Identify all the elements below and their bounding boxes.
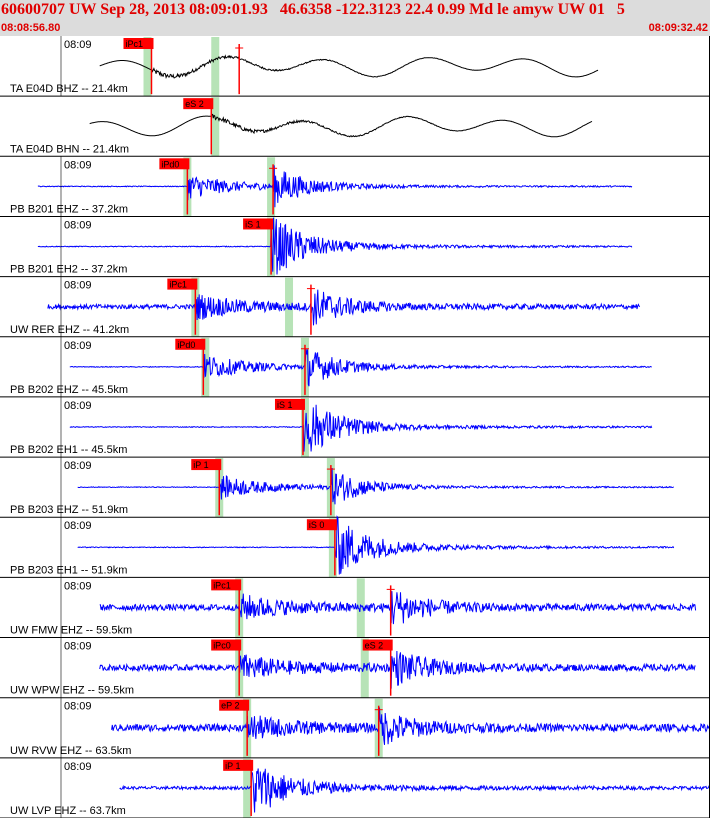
waveform-trace [37,217,633,275]
time-label: 08:09 [64,280,92,292]
channel-label: PB B201 EHZ -- 37.2km [10,203,128,215]
channel-label: UW RER EHZ -- 41.2km [10,324,129,336]
trace-panel: iPc1 08:09 UW RER EHZ -- 41.2km [0,276,710,338]
pick-label-box [183,98,214,110]
pick-label: iS 1 [245,219,261,229]
trace-panel: iPc0 eS 2 08:09 UW WPW EHZ -- 59.5km [0,637,710,699]
time-label: 08:09 [64,159,92,171]
pick-label: eS 2 [185,99,204,109]
channel-label: UW WPW EHZ -- 59.5km [10,685,134,697]
trace-panel: iS 1 08:09 PB B201 EH2 -- 37.2km [0,216,710,278]
pick-label-box [175,338,206,350]
window-end-time: 08:09:32.42 [648,22,708,34]
pick-label-box [159,158,190,170]
header-bar: 60600707 UW Sep 28, 2013 08:09:01.93 46.… [0,0,710,36]
pick-label: iPd0 [161,159,179,169]
time-label: 08:09 [64,761,92,773]
channel-label: PB B201 EH2 -- 37.2km [10,264,127,276]
waveform-trace [119,768,710,813]
channel-label: PB B202 EHZ -- 45.5km [10,384,128,396]
pick-label-box [211,639,242,651]
seismogram-panel[interactable]: iPc1 08:09 TA E04D BHZ -- 21.4km eS 2 TA E04… [0,36,710,818]
pick-window-band [356,578,365,638]
waveform-trace [111,707,710,745]
pick-label: iPc1 [213,580,231,590]
channel-label: PB B203 EHZ -- 51.9km [10,504,128,516]
channel-label: PB B202 EH1 -- 45.5km [10,444,127,456]
trace-panel: iP 1 08:09 UW LVP EHZ -- 63.7km [0,757,710,818]
pick-label: iPc0 [213,641,231,651]
trace-panel: iPc1 08:09 TA E04D BHZ -- 21.4km [0,36,710,97]
pick-label: iPd0 [177,340,195,350]
pick-label-box [123,38,154,49]
waveform-trace [77,515,675,575]
pick-label-box [191,459,222,471]
pick-window-band [267,157,276,217]
pick-label-box [219,699,250,711]
waveform-trace [37,165,633,208]
pick-label: eP 2 [221,701,239,711]
pick-label: iP 1 [225,761,240,771]
time-label: 08:09 [64,400,92,412]
pick-label: iP 1 [193,460,208,470]
trace-panel: iPc1 08:09 UW FMW EHZ -- 59.5km [0,577,710,639]
waveform-trace [99,54,599,80]
pick-label-box [274,398,305,410]
pick-label: iS 0 [309,520,325,530]
pick-label-box [167,278,198,290]
channel-label: TA E04D BHZ -- 21.4km [10,83,128,95]
time-label: 08:09 [64,701,92,713]
pick-label-box [211,579,242,591]
pick-window-band [143,37,152,97]
trace-panel: iP 1 08:09 PB B203 EHZ -- 51.9km [0,457,710,518]
pick-window-band [211,37,220,97]
pick-label: iPc1 [125,39,143,49]
waveform-trace [69,404,653,452]
window-start-time: 08:08:56.80 [1,22,61,34]
trace-panel: eS 2 TA E04D BHN -- 21.4km [0,97,710,157]
time-label: 08:09 [64,580,92,592]
pick-label-box [243,218,274,230]
time-label: 08:09 [64,39,92,51]
channel-label: UW LVP EHZ -- 63.7km [10,805,126,817]
trace-panel: eP 2 08:09 UW RVW EHZ -- 63.5km [0,697,710,759]
pick-label: eS 2 [365,641,384,651]
event-title: 60600707 UW Sep 28, 2013 08:09:01.93 46.… [1,1,625,18]
trace-panel: iPd0 08:09 PB B202 EHZ -- 45.5km [0,336,710,398]
pick-window-band [328,518,337,578]
pick-label-box [223,759,254,771]
waveform-trace [99,650,696,689]
pick-label: iPc1 [169,280,187,290]
time-label: 08:09 [64,340,92,352]
channel-label: TA E04D BHN -- 21.4km [10,143,129,155]
channel-label: UW FMW EHZ -- 59.5km [10,625,132,637]
time-label: 08:09 [64,460,92,472]
channel-label: UW RVW EHZ -- 63.5km [10,745,131,757]
waveform-trace [47,289,641,326]
time-label: 08:09 [64,219,92,231]
time-label: 08:09 [64,641,92,653]
pick-label: iS 1 [277,400,293,410]
waveform-trace [89,113,593,138]
channel-label: PB B203 EH1 -- 51.9km [10,564,127,576]
waveform-trace [99,591,697,625]
time-label: 08:09 [64,520,92,532]
waveform-trace [69,349,652,387]
trace-panel: iPd0 08:09 PB B201 EHZ -- 37.2km [0,156,710,217]
pick-label-box [306,519,337,531]
waveform-trace [77,467,674,505]
trace-panel: iS 0 08:09 PB B203 EH1 -- 51.9km [0,515,710,578]
trace-panel: iS 1 08:09 PB B202 EH1 -- 45.5km [0,396,710,458]
pick-window-band [211,97,220,157]
pick-label-box [362,639,393,651]
